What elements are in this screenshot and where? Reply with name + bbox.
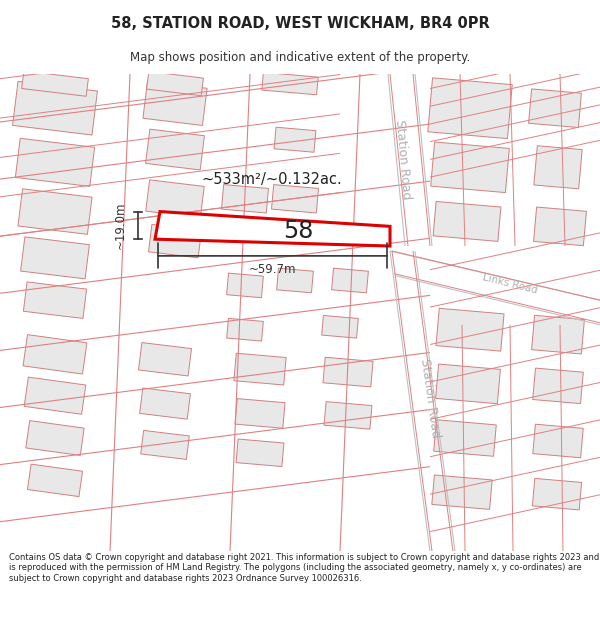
Bar (23, 282, 86, 319)
Bar (16, 138, 95, 186)
Bar (332, 268, 368, 292)
Bar (533, 368, 583, 404)
Bar (146, 71, 203, 96)
Bar (428, 78, 512, 139)
Bar (533, 424, 583, 458)
Bar (148, 224, 202, 258)
Text: 58: 58 (284, 219, 314, 243)
Text: Contains OS data © Crown copyright and database right 2021. This information is : Contains OS data © Crown copyright and d… (9, 552, 599, 582)
Text: Station Road: Station Road (418, 358, 442, 439)
Bar (436, 308, 504, 351)
Text: 58, STATION ROAD, WEST WICKHAM, BR4 0PR: 58, STATION ROAD, WEST WICKHAM, BR4 0PR (110, 16, 490, 31)
Bar (139, 342, 191, 376)
Bar (434, 420, 496, 456)
Bar (140, 388, 190, 419)
Text: Station Road: Station Road (393, 119, 413, 200)
Bar (234, 353, 286, 385)
Bar (262, 72, 318, 95)
Polygon shape (155, 212, 390, 246)
Bar (13, 81, 97, 135)
Bar (271, 184, 319, 213)
Bar (534, 146, 582, 189)
Bar (532, 316, 584, 354)
Bar (236, 439, 284, 466)
Bar (436, 364, 500, 404)
Bar (22, 71, 88, 96)
Bar (23, 334, 87, 374)
Bar (227, 318, 263, 341)
Bar (24, 377, 86, 414)
Bar (20, 237, 89, 279)
Bar (146, 129, 205, 170)
Bar (529, 89, 581, 127)
Bar (141, 431, 189, 459)
Text: Map shows position and indicative extent of the property.: Map shows position and indicative extent… (130, 51, 470, 64)
Text: ~533m²/~0.132ac.: ~533m²/~0.132ac. (202, 172, 343, 187)
Bar (324, 402, 372, 429)
Bar (26, 421, 84, 456)
Bar (18, 189, 92, 234)
Text: Links Road: Links Road (482, 272, 538, 295)
Text: ~59.7m: ~59.7m (249, 263, 296, 276)
Bar (432, 475, 492, 509)
Bar (322, 316, 358, 338)
Bar (433, 201, 501, 241)
Bar (235, 399, 285, 428)
Bar (323, 357, 373, 387)
Bar (146, 180, 204, 218)
Bar (28, 464, 83, 497)
Bar (277, 268, 313, 292)
Text: ~19.0m: ~19.0m (113, 202, 127, 249)
Bar (221, 184, 269, 213)
Bar (143, 81, 207, 126)
Bar (532, 478, 581, 510)
Bar (227, 273, 263, 298)
Bar (431, 142, 509, 192)
Bar (274, 127, 316, 152)
Bar (533, 207, 586, 246)
